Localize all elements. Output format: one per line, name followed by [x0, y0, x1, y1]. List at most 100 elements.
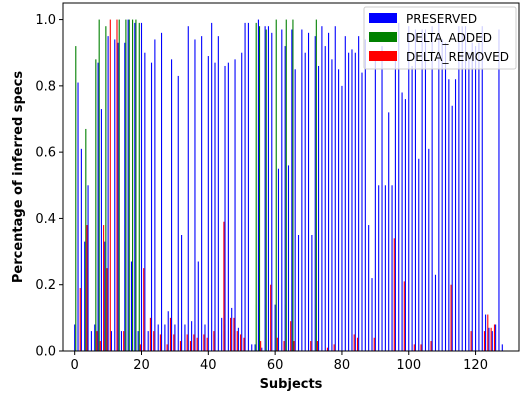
bar-preserved-38	[201, 36, 203, 351]
bar-preserved-60	[274, 304, 276, 351]
bar-preserved-98	[401, 92, 403, 352]
bar-preserved-42	[214, 62, 216, 351]
bar-preserved-53	[251, 344, 253, 351]
x-tick-label: 0	[71, 358, 79, 373]
bar-preserved-20	[140, 22, 143, 351]
bar-delta-removed-65	[293, 341, 295, 351]
bar-preserved-49	[237, 327, 239, 351]
bar-delta-removed-29	[173, 334, 175, 351]
bar-preserved-48	[234, 59, 236, 352]
bar-delta-removed-48	[236, 331, 238, 351]
bar-preserved-88	[368, 225, 370, 351]
y-tick-label: 0.2	[35, 278, 56, 293]
bar-preserved-44	[221, 317, 223, 351]
legend-label-delta-added: DELTA_ADDED	[406, 31, 492, 45]
bar-delta-removed-123	[487, 314, 489, 351]
bar-preserved-104	[421, 29, 423, 351]
bar-delta-added-65	[292, 19, 294, 351]
bar-preserved-122	[481, 26, 483, 351]
bar-preserved-92	[381, 46, 383, 352]
bar-preserved-126	[495, 324, 497, 351]
bar-preserved-54	[254, 344, 256, 351]
bar-delta-removed-77	[333, 344, 335, 351]
bar-delta-removed-12	[116, 19, 118, 351]
bar-delta-removed-58	[270, 284, 272, 351]
bar-preserved-3	[84, 241, 86, 351]
bar-delta-removed-118	[470, 331, 472, 351]
bar-preserved-47	[231, 307, 233, 351]
bar-delta-removed-125	[493, 324, 496, 351]
bar-preserved-14	[120, 331, 123, 351]
bar-preserved-19	[137, 331, 139, 351]
bar-preserved-117	[465, 26, 467, 351]
bar-delta-added-63	[285, 19, 287, 351]
bar-preserved-107	[431, 26, 433, 351]
bar-delta-added-6	[95, 59, 97, 352]
bar-delta-added-54	[255, 22, 257, 351]
bar-preserved-80	[341, 85, 343, 352]
bar-preserved-118	[468, 52, 470, 352]
bar-delta-removed-84	[356, 337, 359, 351]
bar-delta-removed-14	[123, 331, 125, 351]
bar-preserved-26	[161, 32, 163, 351]
bar-preserved-58	[267, 26, 269, 351]
bar-preserved-63	[284, 46, 286, 352]
bar-delta-removed-36	[196, 337, 198, 351]
y-tick-label: 0.0	[35, 345, 56, 360]
bar-preserved-65	[291, 29, 293, 351]
bar-preserved-94	[388, 112, 390, 352]
y-axis-label: Percentage of inferred specs	[11, 71, 26, 284]
x-axis-label: Subjects	[260, 377, 323, 392]
bar-delta-removed-6	[96, 331, 98, 351]
bar-delta-removed-22	[149, 317, 151, 351]
bar-preserved-45	[224, 65, 226, 351]
bar-preserved-81	[344, 36, 346, 351]
bar-delta-removed-35	[193, 334, 195, 351]
bar-delta-removed-46	[230, 317, 232, 351]
y-tick-label: 0.6	[35, 146, 56, 161]
bar-delta-removed-41	[213, 331, 215, 351]
bar-preserved-25	[157, 324, 159, 351]
x-tick-label: 20	[133, 358, 150, 373]
bar-preserved-36	[194, 39, 196, 352]
bar-delta-added-7	[98, 19, 100, 351]
bar-preserved-113	[451, 105, 453, 352]
bar-delta-removed-1	[79, 288, 81, 351]
bar-delta-removed-39	[206, 337, 208, 351]
y-tick-label: 0.4	[35, 212, 56, 227]
bar-preserved-102	[414, 29, 416, 351]
bar-delta-removed-124	[490, 327, 492, 351]
x-tick-label: 100	[396, 358, 421, 373]
legend: PRESERVED DELTA_ADDED DELTA_REMOVED	[363, 6, 517, 70]
bar-preserved-83	[351, 49, 353, 352]
bar-delta-removed-72	[316, 341, 318, 351]
bar-preserved-75	[324, 46, 326, 352]
bar-preserved-116	[461, 26, 463, 351]
bar-preserved-91	[378, 185, 380, 351]
bar-preserved-124	[488, 327, 490, 351]
bar-preserved-18	[134, 22, 136, 351]
bar-delta-removed-70	[310, 341, 312, 351]
bar-delta-added-19	[138, 22, 140, 351]
bar-preserved-110	[441, 39, 443, 352]
x-tick-label: 60	[267, 358, 284, 373]
bar-preserved-95	[391, 185, 393, 351]
bar-preserved-7	[97, 62, 99, 351]
bar-preserved-8	[100, 109, 102, 351]
bar-preserved-99	[404, 99, 406, 351]
x-tick-label: 80	[334, 358, 351, 373]
bar-delta-removed-47	[233, 317, 235, 351]
bar-preserved-57	[264, 26, 266, 351]
bar-preserved-39	[204, 324, 206, 351]
bar-preserved-90	[374, 56, 376, 351]
bar-preserved-40	[207, 56, 209, 351]
bar-delta-removed-31	[179, 341, 182, 351]
bar-delta-removed-28	[169, 317, 171, 351]
bar-preserved-34	[187, 26, 189, 351]
bar-preserved-4	[87, 185, 89, 351]
bar-preserved-84	[354, 52, 356, 352]
legend-box	[363, 6, 517, 70]
bar-preserved-71	[311, 235, 313, 351]
bar-preserved-78	[334, 26, 336, 351]
